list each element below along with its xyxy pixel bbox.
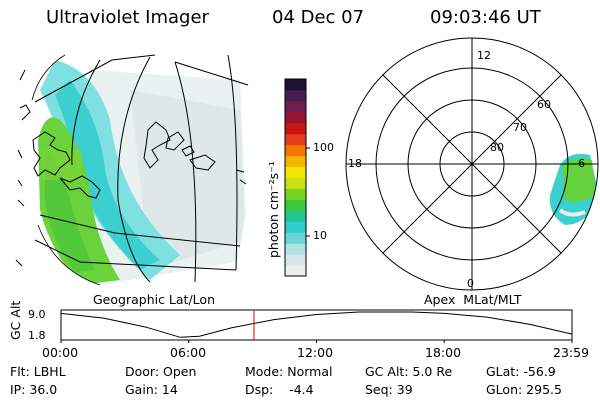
polar-grid	[345, 37, 599, 291]
colorbar-tick-label-100: 100	[313, 141, 334, 154]
colorbar-stripe	[285, 254, 306, 266]
xtick-0600: 06:00	[170, 345, 207, 360]
map-caption: Geographic Lat/Lon	[93, 292, 215, 307]
xtick-2359: 23:59	[553, 345, 590, 360]
polar-aurora	[549, 153, 598, 225]
coastline	[15, 69, 247, 267]
colorbar-frame	[284, 78, 307, 277]
colorbar-stripe	[285, 122, 306, 135]
mlat-label-80: 80	[490, 141, 504, 154]
colorbar-stripe	[285, 89, 306, 102]
colorbar-stripe	[285, 221, 306, 233]
lat-lon-grid	[34, 54, 249, 283]
xtick-0000: 00:00	[42, 345, 79, 360]
mlt-label-6: 6	[578, 157, 585, 170]
ip-label: IP: 36.0	[10, 382, 58, 397]
x-axis-ticks	[60, 340, 573, 343]
mlat-label-60: 60	[537, 98, 551, 111]
colorbar-stripe	[285, 144, 306, 157]
aurora-image	[30, 55, 248, 285]
door-label: Door: Open	[125, 364, 197, 379]
colorbar-stripe	[285, 243, 306, 255]
colorbar-stripe	[285, 177, 306, 189]
mlt-label-0: 0	[467, 277, 474, 290]
instrument-title: Ultraviolet Imager	[46, 7, 209, 28]
glat-label: GLat: -56.9	[486, 364, 556, 379]
dsp-label: Dsp: -4.4	[245, 382, 314, 397]
altitude-axis-label: GC Alt	[8, 300, 23, 340]
mlat-label-70: 70	[513, 121, 527, 134]
colorbar-stripe	[285, 265, 306, 277]
colorbar-stripe	[285, 210, 306, 222]
colorbar-stripe	[285, 199, 306, 211]
gain-label: Gain: 14	[125, 382, 178, 397]
altitude-ytick-min: 1.8	[28, 329, 46, 342]
altitude-ytick-max: 9.0	[28, 308, 46, 321]
filter-label: Flt: LBHL	[10, 364, 66, 379]
colorbar-stripe	[285, 100, 306, 113]
colorbar-tick-label-10: 10	[313, 229, 327, 242]
mlt-label-18: 18	[348, 157, 362, 170]
altitude-curve	[60, 311, 572, 338]
xtick-1800: 18:00	[425, 345, 462, 360]
colorbar-stripe	[285, 232, 306, 244]
colorbar-stripe	[285, 188, 306, 200]
date-label: 04 Dec 07	[272, 7, 365, 28]
colorbar-stripe	[285, 133, 306, 146]
xtick-1200: 12:00	[297, 345, 334, 360]
glon-label: GLon: 295.5	[486, 382, 562, 397]
seq-label: Seq: 39	[365, 382, 413, 397]
colorbar-stripe	[285, 79, 306, 91]
colorbar-stripe	[285, 155, 306, 168]
mode-label: Mode: Normal	[245, 364, 333, 379]
mlt-label-12: 12	[477, 49, 491, 62]
colorbar-stripes	[285, 79, 306, 277]
time-label: 09:03:46 UT	[430, 7, 541, 28]
polar-caption: Apex MLat/MLT	[424, 292, 522, 307]
colorbar-stripe	[285, 166, 306, 178]
gc-alt-label: GC Alt: 5.0 Re	[365, 364, 453, 379]
colorbar-stripe	[285, 111, 306, 124]
